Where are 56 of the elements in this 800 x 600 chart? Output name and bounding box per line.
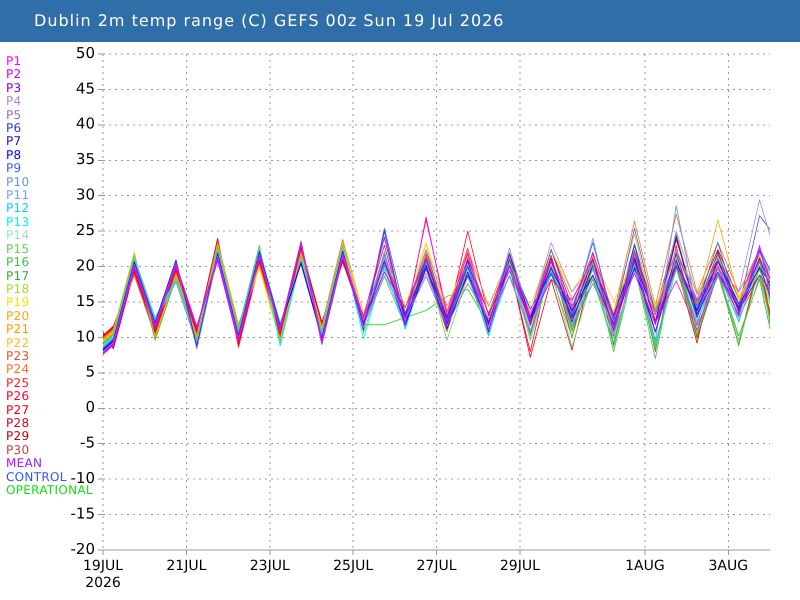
text: P22 [6,336,30,350]
y-tick-label: 30 [76,186,95,204]
text: P12 [6,201,30,216]
x-tick-label: 23JUL [250,558,290,574]
y-tick-label: 50 [76,44,95,62]
y-tick-label: -15 [70,504,95,522]
text: P28 [6,416,30,430]
text: P14 [6,228,30,242]
text: P2 [6,67,22,82]
text: P1 [6,54,22,68]
text: P18 [6,282,30,296]
text: P11 [6,188,30,202]
x-tick-label: 1AUG [625,558,665,574]
y-tick-label: 10 [76,327,95,346]
y-tick-label: 45 [76,79,95,98]
text: P27 [6,402,30,417]
text: P17 [6,268,30,282]
text: P24 [6,362,30,376]
chart-title: Dublin 2m temp range (C) GEFS 00z Sun 19 Jul 2026 [0,0,800,42]
text: P5 [6,108,22,122]
text: P21 [6,322,30,336]
x-tick-label: 21JUL [166,558,207,574]
text: P13 [6,214,30,229]
text: P15 [6,242,30,256]
text: P25 [6,376,30,390]
text: P29 [6,429,30,444]
x-tick-label: 3AUG [708,558,748,574]
text: P7 [6,134,22,149]
text: P8 [6,148,22,162]
text: P20 [6,308,30,324]
text: P23 [6,348,30,364]
x-tick-label: 29JUL [500,558,540,574]
text: OPERATIONAL [6,483,93,498]
text: P10 [6,174,30,189]
text: P3 [6,80,22,95]
text: P30 [6,442,30,457]
y-tick-label: 35 [76,150,95,168]
text: MEAN [6,456,44,471]
x-tick-label: 25JUL [333,558,374,574]
text: P9 [6,161,22,176]
text: P4 [6,94,22,108]
x-tick-label: 19JUL 2026 [83,558,124,591]
y-tick-label: 40 [76,114,95,133]
y-tick-label: 5 [85,362,95,381]
x-tick-label: 27JUL [416,558,457,574]
y-tick-label: 20 [76,256,95,274]
y-tick-label: -5 [80,434,95,452]
text: P19 [6,295,30,310]
text: P6 [6,121,22,136]
y-tick-label: -20 [70,540,95,558]
y-tick-label: 25 [76,221,95,240]
text: P16 [6,255,30,270]
y-tick-label: 15 [76,292,95,310]
y-tick-label: 0 [85,398,95,416]
text: CONTROL [6,470,67,484]
text: P26 [6,389,30,404]
